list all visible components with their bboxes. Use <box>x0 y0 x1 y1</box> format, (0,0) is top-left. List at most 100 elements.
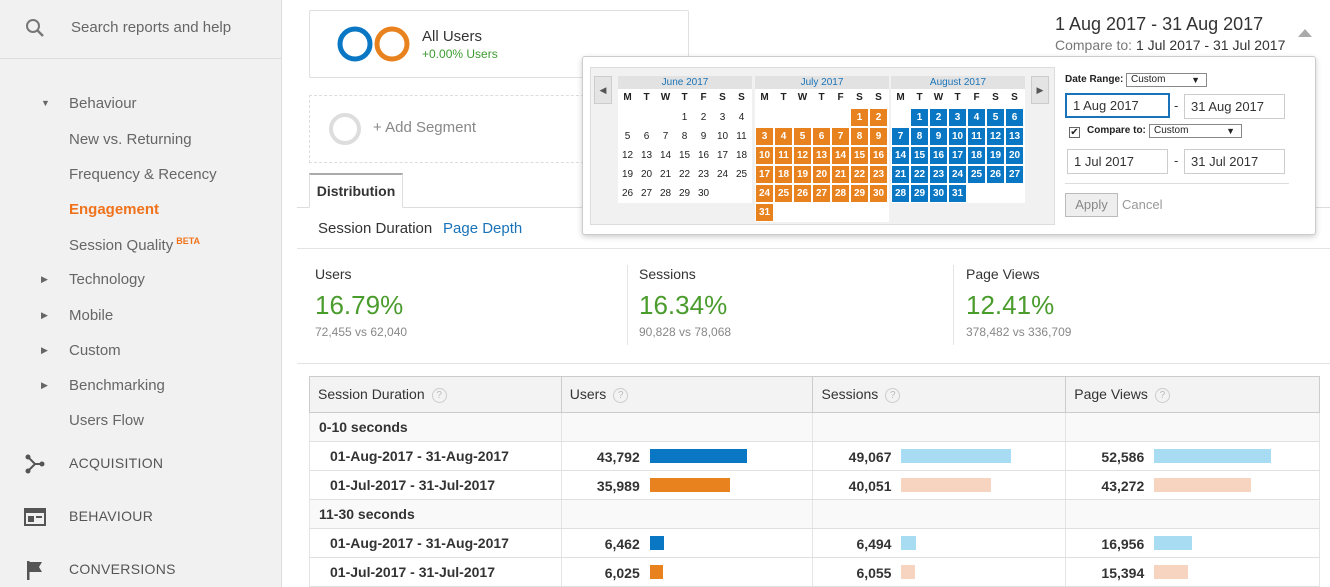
calendar-day[interactable]: 27 <box>640 188 653 199</box>
calendar-day[interactable]: 21 <box>659 169 672 180</box>
date-range-select[interactable]: Custom ▼ <box>1126 73 1207 87</box>
compare-checkbox[interactable]: ✔ <box>1069 127 1080 138</box>
nav-benchmarking[interactable]: ▶ Benchmarking <box>41 377 165 394</box>
calendar-day[interactable]: 9 <box>700 131 707 142</box>
calendar-day[interactable]: 22 <box>678 169 691 180</box>
calendar-day[interactable]: 18 <box>968 147 985 164</box>
nav-behaviour[interactable]: ▼ Behaviour <box>41 95 137 112</box>
calendar-day[interactable]: 23 <box>870 166 887 183</box>
calendar-day[interactable]: 11 <box>968 128 985 145</box>
calendar-day[interactable]: 4 <box>968 109 985 126</box>
calendar-day[interactable]: 26 <box>794 185 811 202</box>
calendar-day[interactable]: 9 <box>870 128 887 145</box>
calendar-day[interactable]: 7 <box>662 131 669 142</box>
calendar-day[interactable]: 17 <box>756 166 773 183</box>
tab-distribution[interactable]: Distribution <box>309 173 403 208</box>
calendar-day[interactable]: 17 <box>949 147 966 164</box>
calendar-day[interactable]: 5 <box>987 109 1004 126</box>
calendar-day[interactable]: 25 <box>735 169 748 180</box>
section-behaviour[interactable]: BEHAVIOUR <box>0 491 281 543</box>
calendar-day[interactable]: 16 <box>930 147 947 164</box>
prev-month-button[interactable]: ◀ <box>594 76 612 104</box>
calendar-day[interactable]: 7 <box>832 128 849 145</box>
calendar-day[interactable]: 25 <box>775 185 792 202</box>
calendar-day[interactable]: 8 <box>851 128 868 145</box>
col-session-duration[interactable]: Session Duration? <box>309 376 562 413</box>
calendar-day[interactable]: 4 <box>775 128 792 145</box>
calendar-day[interactable]: 6 <box>643 131 650 142</box>
calendar-day[interactable]: 15 <box>678 150 691 161</box>
calendar-day[interactable]: 2 <box>930 109 947 126</box>
calendar-day[interactable]: 28 <box>892 185 909 202</box>
help-icon[interactable]: ? <box>431 387 447 403</box>
calendar-day[interactable]: 30 <box>697 188 710 199</box>
calendar-day[interactable]: 12 <box>621 150 634 161</box>
calendar-day[interactable]: 17 <box>716 150 729 161</box>
calendar-day[interactable]: 6 <box>1006 109 1023 126</box>
calendar-day[interactable]: 3 <box>756 128 773 145</box>
chevron-up-icon[interactable] <box>1298 29 1312 37</box>
nav-custom[interactable]: ▶ Custom <box>41 342 121 359</box>
calendar-day[interactable]: 10 <box>949 128 966 145</box>
calendar-day[interactable]: 26 <box>987 166 1004 183</box>
calendar-day[interactable]: 10 <box>756 147 773 164</box>
calendar-day[interactable]: 5 <box>624 131 631 142</box>
calendar-day[interactable]: 13 <box>813 147 830 164</box>
calendar-day[interactable]: 4 <box>738 112 745 123</box>
calendar-day[interactable]: 22 <box>911 166 928 183</box>
calendar-day[interactable]: 12 <box>794 147 811 164</box>
calendar-day[interactable]: 25 <box>968 166 985 183</box>
nav-technology[interactable]: ▶ Technology <box>41 271 145 288</box>
add-segment-button[interactable]: + Add Segment <box>309 95 594 163</box>
subtab-page-depth[interactable]: Page Depth <box>443 220 523 237</box>
table-row[interactable]: 01-Aug-2017 - 31-Aug-2017 6,462 6,494 16,95… <box>309 528 1320 558</box>
calendar-day[interactable]: 19 <box>794 166 811 183</box>
calendar-day[interactable]: 10 <box>716 131 729 142</box>
calendar-day[interactable]: 27 <box>1006 166 1023 183</box>
next-month-button[interactable]: ▶ <box>1031 76 1049 104</box>
calendar-day[interactable]: 6 <box>813 128 830 145</box>
calendar-day[interactable]: 19 <box>621 169 634 180</box>
calendar-day[interactable]: 15 <box>911 147 928 164</box>
compare-start-input[interactable]: 1 Jul 2017 <box>1067 149 1168 174</box>
calendar-day[interactable]: 31 <box>949 185 966 202</box>
compare-select[interactable]: Custom ▼ <box>1149 124 1242 138</box>
help-icon[interactable]: ? <box>1154 387 1170 403</box>
section-acquisition[interactable]: ACQUISITION <box>0 438 281 490</box>
nav-engagement[interactable]: Engagement <box>69 201 159 218</box>
cancel-link[interactable]: Cancel <box>1122 197 1163 212</box>
calendar-day[interactable]: 8 <box>911 128 928 145</box>
calendar-day[interactable]: 24 <box>716 169 729 180</box>
col-users[interactable]: Users? <box>560 376 814 413</box>
end-date-input[interactable]: 31 Aug 2017 <box>1184 94 1285 119</box>
calendar-day[interactable]: 2 <box>700 112 707 123</box>
nav-users-flow[interactable]: Users Flow <box>69 412 144 429</box>
col-sessions[interactable]: Sessions? <box>812 376 1067 413</box>
calendar-day[interactable]: 19 <box>987 147 1004 164</box>
calendar-day[interactable]: 28 <box>659 188 672 199</box>
calendar-day[interactable]: 23 <box>930 166 947 183</box>
calendar-day[interactable]: 24 <box>756 185 773 202</box>
calendar-day[interactable]: 12 <box>987 128 1004 145</box>
calendar-day[interactable]: 1 <box>681 112 688 123</box>
calendar-day[interactable]: 29 <box>911 185 928 202</box>
calendar-day[interactable]: 31 <box>756 204 773 221</box>
calendar-day[interactable]: 3 <box>949 109 966 126</box>
nav-new-vs-returning[interactable]: New vs. Returning <box>69 131 192 148</box>
nav-session-quality[interactable]: Session Quality BETA <box>69 236 200 254</box>
calendar-day[interactable]: 16 <box>697 150 710 161</box>
calendar-day[interactable]: 7 <box>892 128 909 145</box>
calendar-day[interactable]: 29 <box>678 188 691 199</box>
calendar-day[interactable]: 8 <box>681 131 688 142</box>
calendar-day[interactable]: 20 <box>1006 147 1023 164</box>
calendar-day[interactable]: 1 <box>851 109 868 126</box>
calendar-day[interactable]: 28 <box>832 185 849 202</box>
calendar-day[interactable]: 20 <box>813 166 830 183</box>
calendar-day[interactable]: 13 <box>640 150 653 161</box>
calendar-day[interactable]: 1 <box>911 109 928 126</box>
calendar-day[interactable]: 5 <box>794 128 811 145</box>
date-range-display[interactable]: 1 Aug 2017 - 31 Aug 2017 <box>1055 14 1264 34</box>
section-conversions[interactable]: CONVERSIONS <box>0 544 281 587</box>
help-icon[interactable]: ? <box>885 387 901 403</box>
calendar-day[interactable]: 24 <box>949 166 966 183</box>
